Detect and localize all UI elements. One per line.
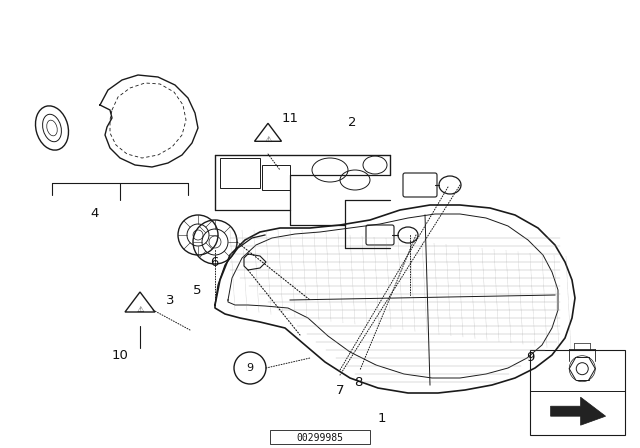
Text: 11: 11 (282, 112, 298, 125)
Text: 2: 2 (348, 116, 356, 129)
Text: 8: 8 (354, 375, 362, 388)
Text: 5: 5 (193, 284, 201, 297)
Bar (530, 350, 625, 435)
Bar (270, 430, 370, 444)
Text: 10: 10 (111, 349, 129, 362)
Text: 6: 6 (210, 255, 218, 268)
Bar (262, 165, 290, 190)
Text: 1: 1 (378, 412, 387, 425)
Text: 00299985: 00299985 (296, 433, 344, 443)
Text: ⚠: ⚠ (136, 305, 144, 314)
Bar (220, 158, 260, 188)
Text: 9: 9 (526, 350, 534, 363)
Text: 7: 7 (336, 383, 344, 396)
Text: 4: 4 (91, 207, 99, 220)
Polygon shape (550, 397, 605, 425)
Text: 3: 3 (166, 293, 174, 306)
Text: ⚠: ⚠ (264, 134, 272, 143)
Text: 9: 9 (246, 363, 253, 373)
